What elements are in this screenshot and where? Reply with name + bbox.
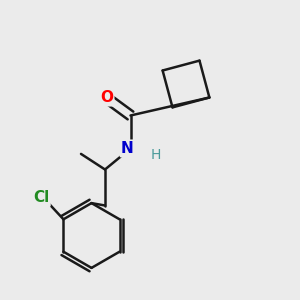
- Text: Cl: Cl: [33, 190, 49, 206]
- Text: O: O: [100, 90, 113, 105]
- Text: N: N: [121, 141, 134, 156]
- Text: H: H: [151, 148, 161, 162]
